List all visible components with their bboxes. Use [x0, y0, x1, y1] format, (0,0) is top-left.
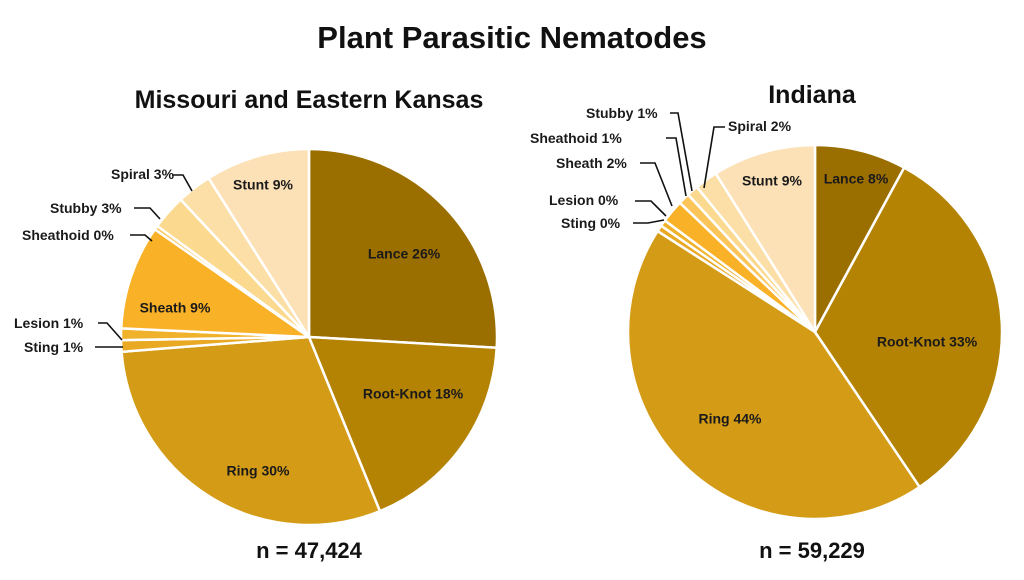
data-label-missouri-stubby: Stubby 3% [50, 200, 122, 216]
pie-slices-missouri [119, 147, 499, 527]
pie-slice-indiana-ring [626, 229, 922, 521]
data-label-missouri-sheath: Sheath 9% [140, 300, 211, 316]
pie-slice-missouri-lance [307, 147, 499, 350]
figure-title: Plant Parasitic Nematodes [317, 20, 706, 55]
pie-chart-missouri: Missouri and Eastern Kansas Lance 26% Roo… [14, 86, 499, 563]
data-label-indiana-ring: Ring 44% [698, 411, 762, 427]
data-label-missouri-sheathoid: Sheathoid 0% [22, 227, 114, 243]
leader-line-indiana-sting [633, 219, 665, 224]
leader-line-indiana-stubby [670, 112, 693, 192]
data-label-missouri-sting: Sting 1% [24, 339, 84, 355]
data-label-indiana-stunt: Stunt 9% [742, 173, 802, 189]
pie-slice-missouri-ring [120, 335, 382, 527]
pie-slices-indiana [626, 143, 1004, 521]
chart-title-missouri: Missouri and Eastern Kansas [135, 86, 484, 114]
data-label-indiana-lance: Lance 8% [824, 171, 889, 187]
pie-slice-indiana-stunt [714, 143, 817, 337]
data-label-indiana-spiral: Spiral 2% [728, 118, 792, 134]
leader-line-missouri-spiral [172, 174, 193, 192]
leader-line-indiana-spiral [703, 126, 725, 189]
data-label-missouri-stunt: Stunt 9% [233, 177, 293, 193]
data-label-indiana-lesion: Lesion 0% [549, 192, 619, 208]
data-label-indiana-sheathoid: Sheathoid 1% [530, 130, 622, 146]
data-label-indiana-stubby: Stubby 1% [586, 105, 658, 121]
pie-slice-indiana-root-knot [813, 165, 1004, 489]
data-label-indiana-sheath: Sheath 2% [556, 155, 627, 171]
pie-labels-indiana: Lance 8% Root-Knot 33% Ring 44% Sting 0% Les… [530, 105, 978, 427]
leader-line-missouri-sheathoid [130, 234, 153, 242]
data-label-missouri-ring: Ring 30% [226, 463, 290, 479]
sample-size-indiana: n = 59,229 [759, 538, 865, 563]
leader-line-missouri-stubby [134, 207, 161, 220]
chart-title-indiana: Indiana [768, 81, 857, 109]
pie-chart-indiana: Indiana Lance 8% Root-Knot 33% Ring 44% Sti… [530, 81, 1004, 563]
leader-line-missouri-lesion [98, 322, 123, 341]
leader-line-indiana-sheathoid [666, 137, 687, 197]
pie-slice-missouri-sheath [119, 227, 314, 339]
pie-slice-missouri-stunt [206, 147, 311, 342]
data-label-missouri-spiral: Spiral 3% [111, 166, 175, 182]
data-label-indiana-sting: Sting 0% [561, 215, 621, 231]
pie-slice-indiana-lance [813, 143, 906, 333]
data-label-missouri-lance: Lance 26% [368, 246, 441, 262]
data-label-indiana-root-knot: Root-Knot 33% [877, 334, 978, 350]
leader-line-indiana-sheath [640, 162, 673, 207]
pie-slice-missouri-root-knot [307, 335, 499, 513]
leader-line-indiana-lesion [635, 200, 667, 217]
pie-labels-missouri: Lance 26% Root-Knot 18% Ring 30% Sting 1% Le… [14, 166, 464, 479]
data-label-missouri-root-knot: Root-Knot 18% [363, 386, 464, 402]
data-label-missouri-lesion: Lesion 1% [14, 315, 84, 331]
sample-size-missouri: n = 47,424 [256, 538, 363, 563]
